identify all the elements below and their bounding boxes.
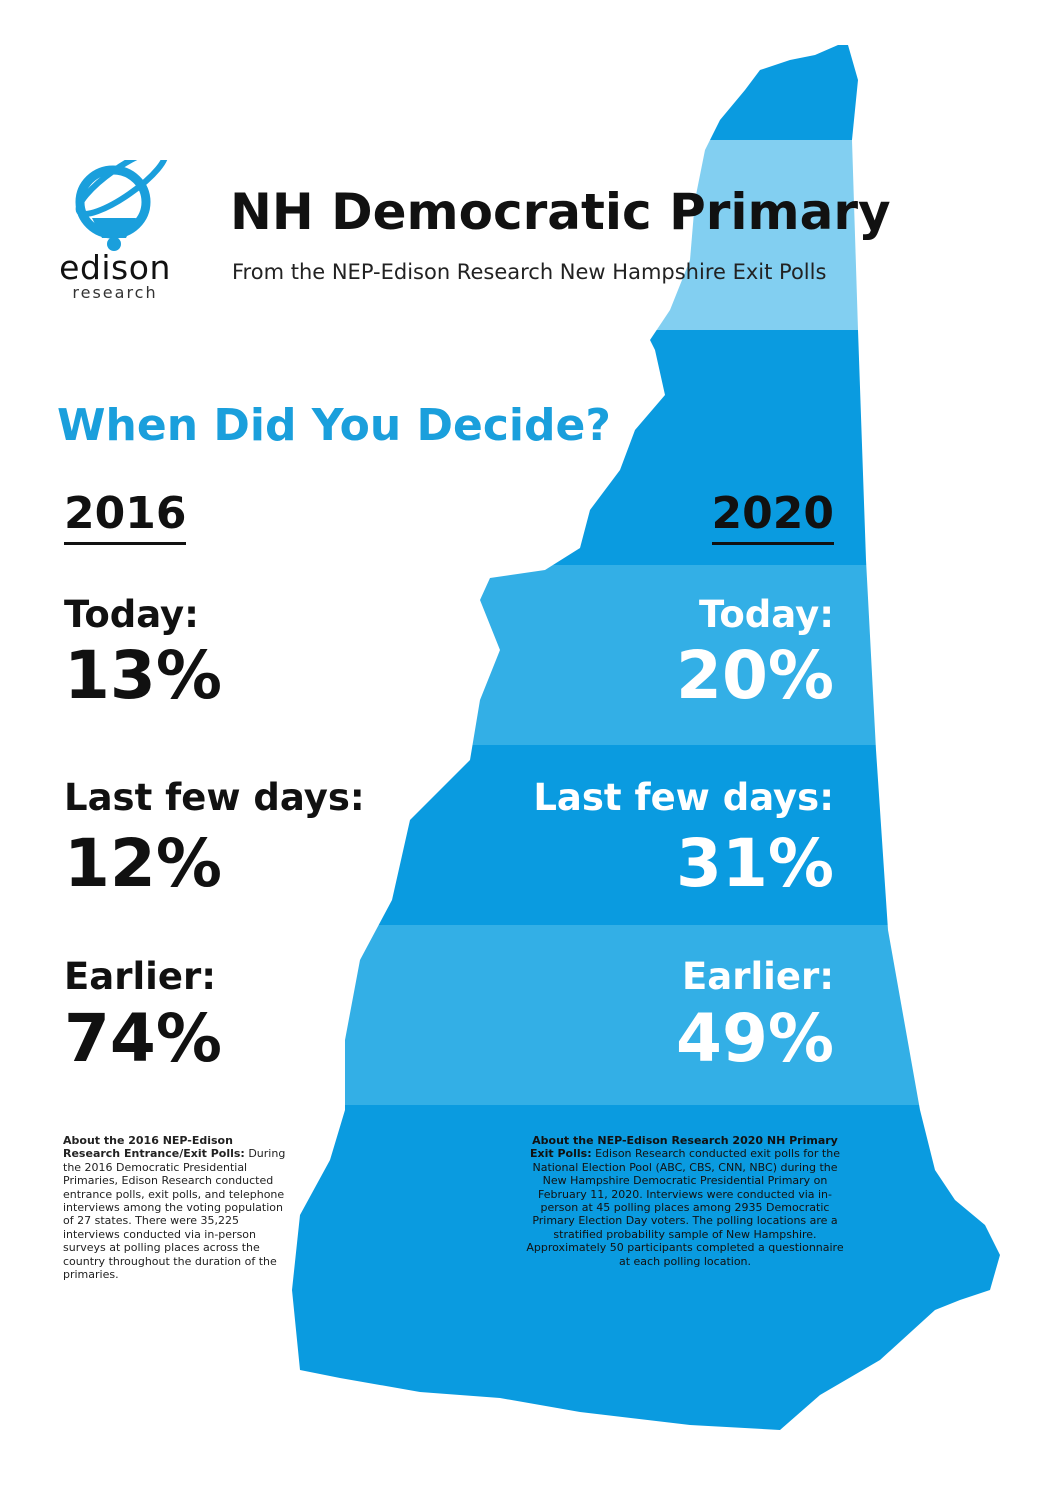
edison-logo-icon (75, 160, 169, 251)
2016-last-few-days-value: 12% (64, 825, 222, 902)
page-title: NH Democratic Primary (230, 183, 891, 241)
year-2020-heading: 2020 (711, 489, 834, 546)
2020-today-label: Today: (699, 593, 834, 636)
logo-subword: research (72, 283, 158, 302)
note-2016-body: During the 2016 Democratic Presidential … (63, 1147, 286, 1282)
note-2016: About the 2016 NEP-Edison Research Entra… (63, 1134, 288, 1281)
year-2016-heading: 2016 (64, 489, 187, 546)
note-2020-body: Edison Research conducted exit polls for… (526, 1147, 844, 1268)
2020-earlier-label: Earlier: (682, 955, 834, 998)
note-2016-title: About the 2016 NEP-Edison Research Entra… (63, 1134, 245, 1161)
note-2020: About the NEP-Edison Research 2020 NH Pr… (525, 1134, 845, 1268)
question-heading: When Did You Decide? (57, 400, 611, 451)
2020-today-value: 20% (676, 637, 834, 714)
2016-today-value: 13% (64, 637, 222, 714)
2016-earlier-label: Earlier: (64, 955, 216, 998)
2020-last-few-days-value: 31% (676, 825, 834, 902)
2020-earlier-value: 49% (676, 1000, 834, 1077)
note-2020-title: About the NEP-Edison Research 2020 NH Pr… (530, 1134, 838, 1161)
logo-wordmark: edison (59, 248, 171, 287)
2016-earlier-value: 74% (64, 1000, 222, 1077)
page-subtitle: From the NEP-Edison Research New Hampshi… (232, 260, 827, 284)
2016-today-label: Today: (64, 593, 199, 636)
2016-last-few-days-label: Last few days: (64, 776, 365, 819)
2020-last-few-days-label: Last few days: (533, 776, 834, 819)
